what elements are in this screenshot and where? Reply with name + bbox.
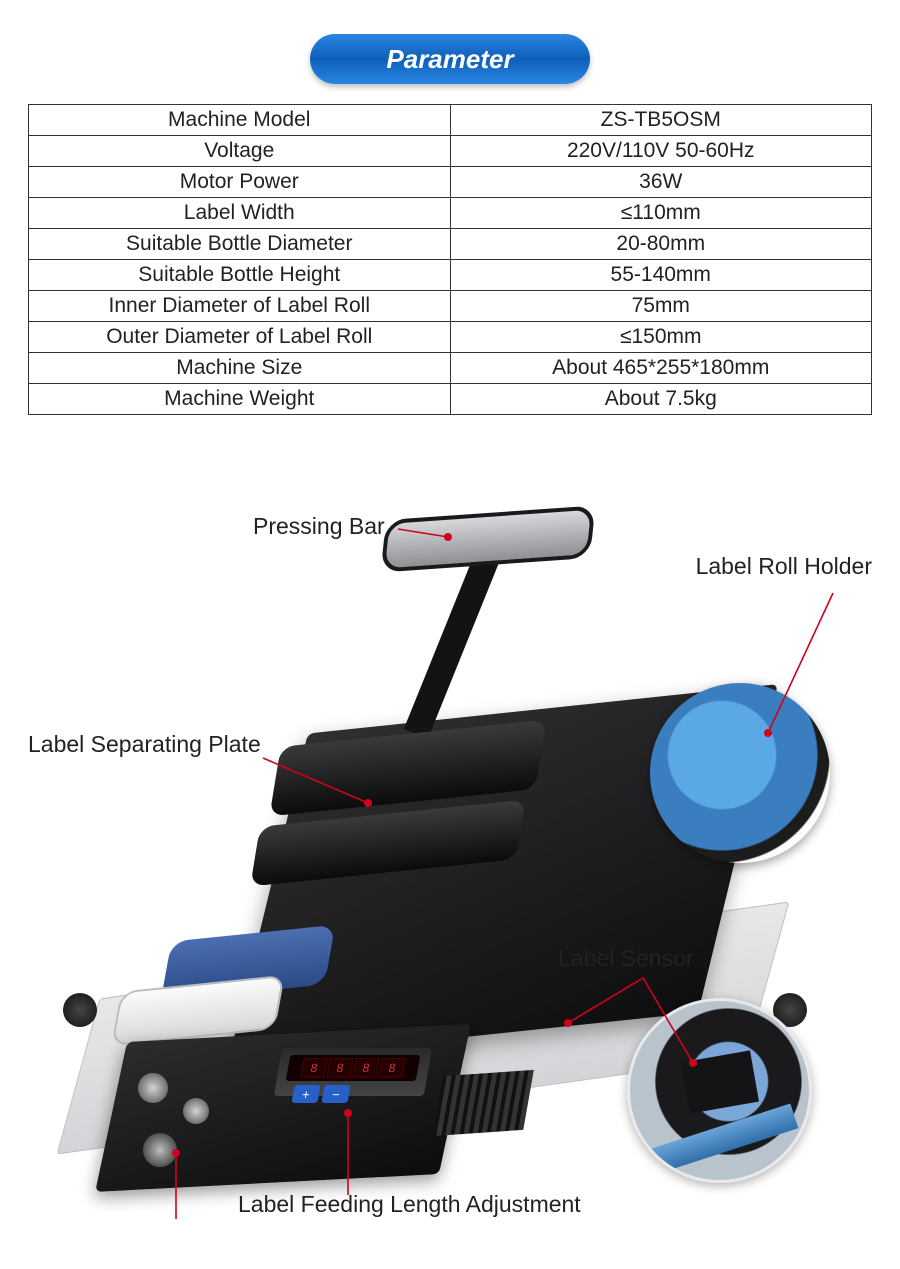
table-row: Machine SizeAbout 465*255*180mm [29,353,872,384]
callout-pressing-bar: Pressing Bar [253,513,385,540]
spec-value: 55-140mm [450,260,872,291]
callout-label-feeding-length: Label Feeding Length Adjustment [238,1191,581,1218]
spec-value: 36W [450,167,872,198]
spec-value: 220V/110V 50-60Hz [450,136,872,167]
table-row: Motor Power36W [29,167,872,198]
callout-label-sensor: Label Sensor [558,945,694,972]
table-row: Outer Diameter of Label Roll≤150mm [29,322,872,353]
panel-buttons: + − [291,1085,350,1103]
spec-name: Machine Size [29,353,451,384]
inset-label-tape [648,1103,799,1174]
table-row: Suitable Bottle Diameter20-80mm [29,229,872,260]
pressing-bar [380,505,595,572]
spec-name: Machine Model [29,105,451,136]
label-sensor-inset [627,998,812,1183]
spec-name: Motor Power [29,167,451,198]
table-row: Suitable Bottle Height55-140mm [29,260,872,291]
panel-knob-1 [138,1073,168,1103]
digital-readout: 8888 [286,1055,421,1081]
spec-value: About 7.5kg [450,384,872,415]
parameter-heading-pill: Parameter [310,34,590,84]
vent-grille [432,1070,534,1136]
spec-name: Voltage [29,136,451,167]
spec-value: ZS-TB5OSM [450,105,872,136]
spec-value: 20-80mm [450,229,872,260]
machine-diagram: 8888 + − Pressing Bar Label Roll Holder … [28,433,872,1223]
plus-button: + [291,1085,320,1103]
spec-value: About 465*255*180mm [450,353,872,384]
label-roll [650,683,830,863]
table-row: Machine WeightAbout 7.5kg [29,384,872,415]
spec-name: Outer Diameter of Label Roll [29,322,451,353]
minus-button: − [321,1085,350,1103]
power-knob [143,1133,177,1167]
spec-name: Suitable Bottle Diameter [29,229,451,260]
inset-sensor-block [681,1050,759,1113]
spec-value: ≤110mm [450,198,872,229]
spec-value: 75mm [450,291,872,322]
spec-name: Inner Diameter of Label Roll [29,291,451,322]
table-row: Voltage220V/110V 50-60Hz [29,136,872,167]
table-row: Label Width≤110mm [29,198,872,229]
spec-table: Machine ModelZS-TB5OSMVoltage220V/110V 5… [28,104,872,415]
adjust-knob-left [63,993,97,1027]
spec-name: Label Width [29,198,451,229]
parameter-heading-label: Parameter [386,44,513,75]
callout-label-separating-plate: Label Separating Plate [28,731,261,758]
table-row: Machine ModelZS-TB5OSM [29,105,872,136]
spec-value: ≤150mm [450,322,872,353]
callout-label-roll-holder: Label Roll Holder [696,553,872,580]
panel-knob-2 [183,1098,209,1124]
spec-name: Suitable Bottle Height [29,260,451,291]
spec-name: Machine Weight [29,384,451,415]
table-row: Inner Diameter of Label Roll75mm [29,291,872,322]
page: Parameter Machine ModelZS-TB5OSMVoltage2… [0,0,900,1253]
